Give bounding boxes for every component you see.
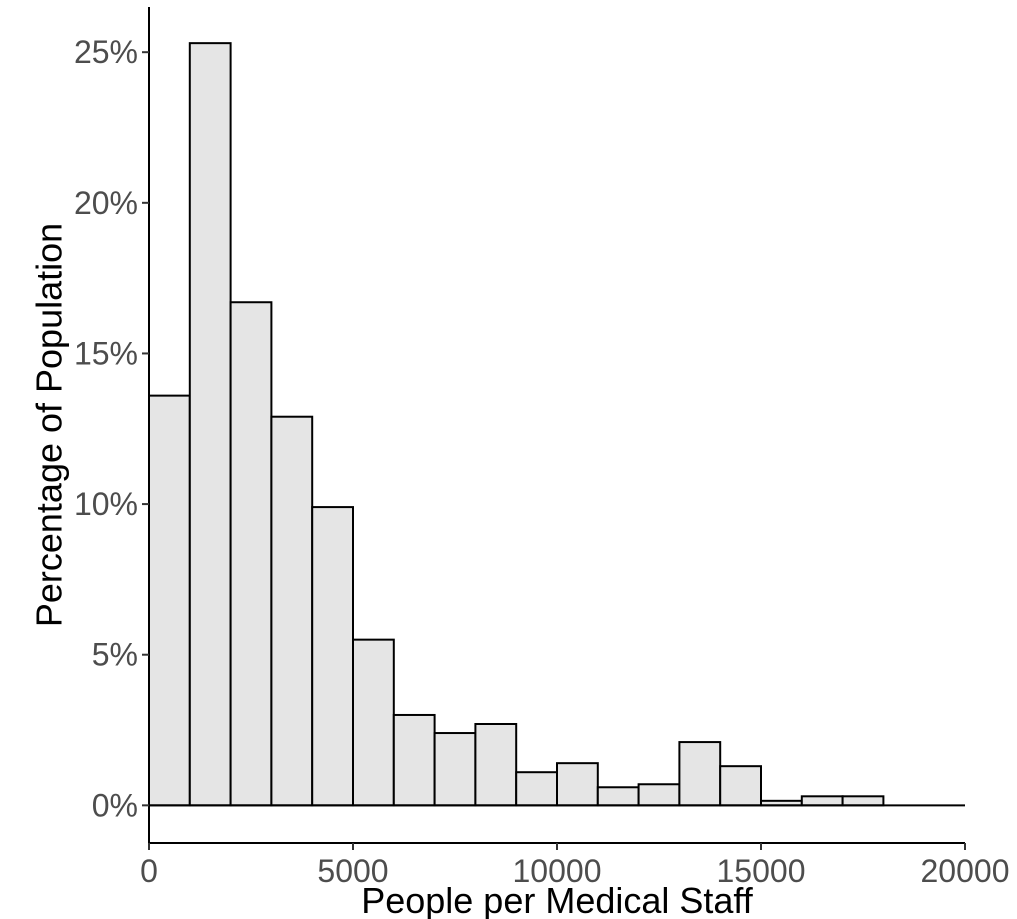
x-axis-ticks: 0 5000 10000 15000 20000: [140, 843, 1009, 889]
y-tick-label: 0%: [92, 787, 138, 823]
x-axis-title: People per Medical Staff: [361, 880, 754, 919]
x-tick-label: 15000: [717, 853, 806, 889]
histogram-bar-12: [637, 783, 681, 807]
histogram-bar-11: [596, 786, 640, 807]
histogram-bar-10: [556, 762, 599, 807]
x-tick-label: 5000: [317, 853, 388, 889]
histogram-bar-13: [678, 741, 722, 807]
histogram-bar-3: [270, 415, 314, 807]
histogram-bar-5: [352, 638, 395, 807]
y-axis-title: Percentage of Population: [29, 223, 70, 627]
y-tick-label: 10%: [74, 486, 138, 522]
histogram-bar-16: [800, 795, 844, 807]
y-tick-label: 20%: [74, 185, 138, 221]
x-tick-label: 0: [140, 853, 158, 889]
histogram-bar-8: [474, 723, 518, 807]
y-tick-label: 15%: [74, 335, 138, 371]
histogram-bar-1: [188, 42, 232, 807]
histogram-bar-4: [311, 506, 355, 807]
histogram-bar-6: [392, 713, 436, 807]
histogram-bar-0: [148, 394, 191, 807]
histogram-bar-9: [515, 771, 559, 807]
histogram-bars: [148, 42, 885, 807]
y-axis-ticks: 0% 5% 10% 15% 20% 25%: [74, 34, 149, 823]
x-tick-label: 10000: [513, 853, 602, 889]
histogram-bar-7: [433, 732, 477, 807]
y-tick-label: 5%: [92, 637, 138, 673]
y-tick-label: 25%: [74, 34, 138, 70]
histogram-bar-14: [719, 765, 763, 807]
histogram-bar-17: [841, 795, 885, 807]
histogram-bar-2: [229, 301, 273, 807]
x-tick-label: 20000: [921, 853, 1010, 889]
